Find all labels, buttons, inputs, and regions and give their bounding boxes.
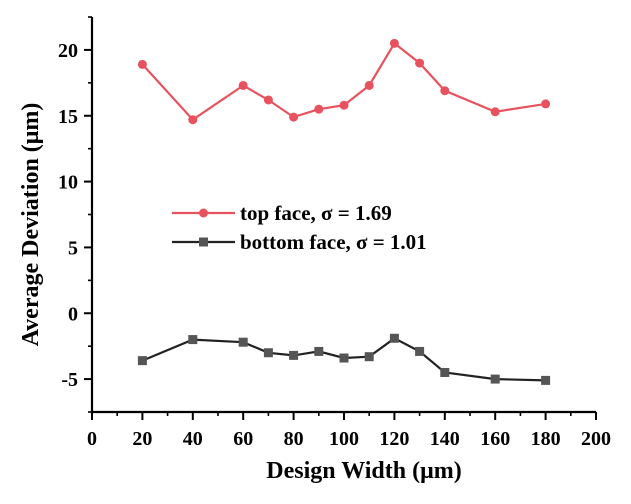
legend-item: top face, σ = 1.69 xyxy=(172,201,392,225)
x-tick-label: 20 xyxy=(132,428,152,450)
y-axis-title: Average Deviation (μm) xyxy=(18,103,44,347)
data-point xyxy=(490,374,500,384)
data-point xyxy=(364,352,374,362)
data-point xyxy=(314,104,324,114)
data-point xyxy=(415,58,425,68)
data-point xyxy=(263,348,273,358)
y-tick-label: -5 xyxy=(61,369,78,391)
data-point xyxy=(314,346,324,356)
data-point xyxy=(238,80,248,90)
x-tick-label: 40 xyxy=(183,428,203,450)
series-top-face xyxy=(137,38,551,125)
x-tick-label: 60 xyxy=(233,428,253,450)
x-axis-title: Design Width (μm) xyxy=(266,458,461,484)
data-point xyxy=(238,337,248,347)
y-tick-label: 20 xyxy=(58,40,78,62)
data-point xyxy=(289,350,299,360)
data-point xyxy=(389,333,399,343)
data-point xyxy=(440,86,450,96)
data-point xyxy=(263,95,273,105)
data-point xyxy=(364,80,374,90)
x-tick-label: 100 xyxy=(329,428,359,450)
y-tick-label: 5 xyxy=(68,237,78,259)
legend-label: top face, σ = 1.69 xyxy=(240,201,392,225)
data-point xyxy=(188,335,198,345)
y-tick-label: 0 xyxy=(68,303,78,325)
data-point xyxy=(188,115,198,125)
x-tick-label: 160 xyxy=(480,428,510,450)
data-point xyxy=(389,38,399,48)
y-tick-label: 15 xyxy=(58,106,78,128)
series-bottom-face xyxy=(137,333,551,385)
series-layer xyxy=(137,38,551,385)
legend-marker xyxy=(199,208,208,218)
data-point xyxy=(490,107,500,117)
data-point xyxy=(137,356,147,366)
x-tick-label: 180 xyxy=(531,428,561,450)
x-tick-label: 80 xyxy=(284,428,304,450)
data-point xyxy=(339,100,349,110)
data-point xyxy=(415,346,425,356)
legend: top face, σ = 1.69 bottom face, σ = 1.01 xyxy=(172,201,427,254)
axis-ticks: 0 20 40 60 80 100 120 140 160 180 200 -5 0 5 10 15 20 xyxy=(58,16,611,450)
x-tick-label: 0 xyxy=(87,428,97,450)
y-tick-label: 10 xyxy=(58,172,78,194)
data-point xyxy=(339,353,349,363)
legend-item: bottom face, σ = 1.01 xyxy=(172,230,427,254)
x-tick-label: 200 xyxy=(581,428,611,450)
data-point xyxy=(541,375,551,385)
x-tick-label: 120 xyxy=(379,428,409,450)
data-point xyxy=(541,99,551,109)
x-tick-label: 140 xyxy=(430,428,460,450)
data-point xyxy=(440,368,450,377)
legend-label: bottom face, σ = 1.01 xyxy=(240,230,427,254)
data-point xyxy=(137,59,147,69)
legend-marker xyxy=(199,237,208,247)
data-point xyxy=(289,112,299,122)
